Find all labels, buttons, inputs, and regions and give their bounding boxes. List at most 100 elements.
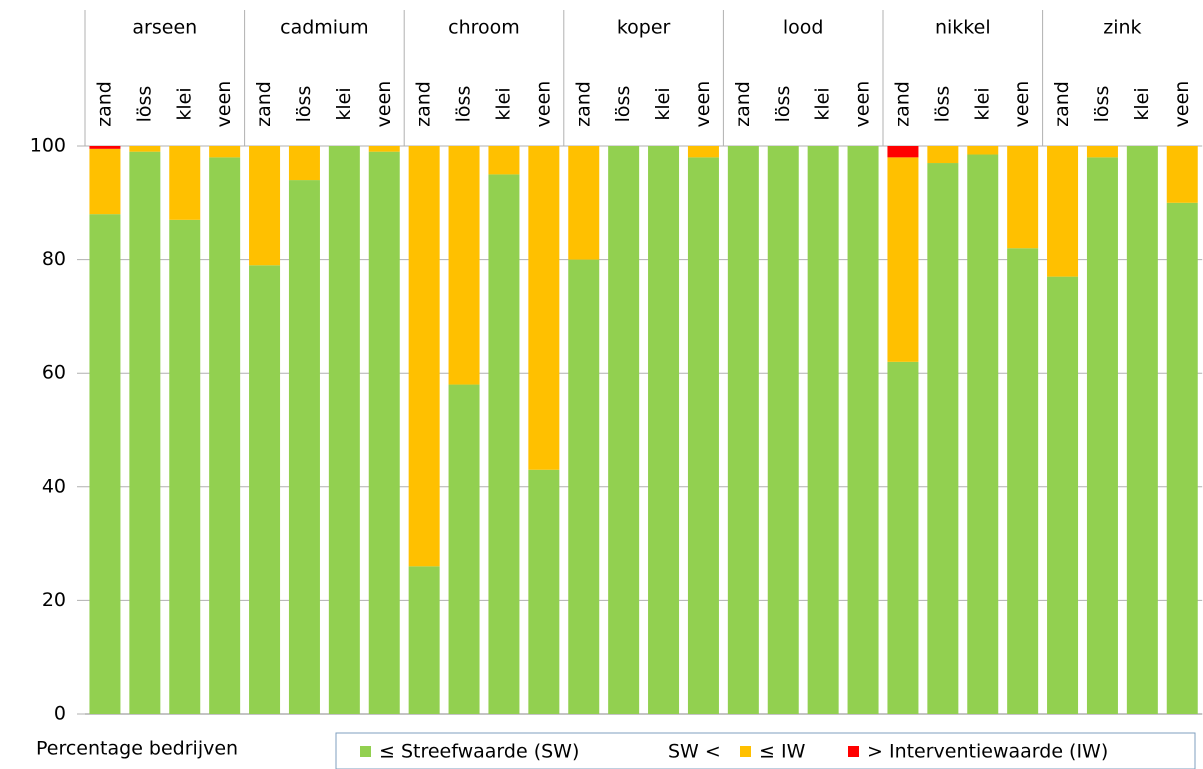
legend-swatch: [848, 746, 859, 757]
x-tick-label: veen: [373, 81, 395, 128]
group-label: cadmium: [280, 17, 369, 39]
bar-segment: [887, 361, 919, 714]
bar-segment: [408, 566, 440, 714]
bar-segment: [1086, 157, 1118, 715]
x-tick-label: klei: [173, 87, 195, 120]
bar-segment: [89, 214, 121, 714]
bar-segment: [169, 219, 201, 714]
x-tick-label: veen: [1011, 81, 1033, 128]
bar-segment: [847, 146, 879, 714]
bar-segment: [448, 384, 480, 714]
x-tick-label: löss: [772, 86, 794, 123]
x-tick-label: klei: [812, 87, 834, 120]
bar-segment: [568, 146, 600, 260]
group-label: lood: [783, 17, 824, 39]
bar-segment: [169, 146, 201, 220]
legend-label: > Interventiewaarde (IW): [867, 741, 1108, 763]
x-tick-label: zand: [1051, 81, 1073, 127]
legend-label: ≤ IW: [759, 741, 806, 763]
bar-segment: [408, 146, 440, 567]
y-tick-label: 0: [54, 703, 66, 725]
legend-label: ≤ Streefwaarde (SW): [379, 741, 579, 763]
bar-segment: [1007, 248, 1039, 715]
bar-segment: [1166, 202, 1198, 715]
bar-segment: [1007, 146, 1039, 249]
x-tick-label: löss: [612, 86, 634, 123]
x-tick-label: zand: [891, 81, 913, 127]
legend-swatch: [740, 746, 751, 757]
x-tick-label: zand: [93, 81, 115, 127]
x-tick-label: klei: [971, 87, 993, 120]
bar-segment: [807, 146, 839, 714]
bar-segment: [1086, 146, 1118, 158]
bar-segment: [568, 259, 600, 714]
bar-segment: [687, 157, 719, 715]
x-tick-label: veen: [852, 81, 874, 128]
bar-segment: [528, 469, 560, 714]
bar-segment: [368, 151, 400, 714]
legend-swatch: [360, 746, 371, 757]
x-tick-label: löss: [1091, 86, 1113, 123]
bar-segment: [1047, 276, 1079, 714]
x-tick-label: klei: [492, 87, 514, 120]
x-tick-label: veen: [692, 81, 714, 128]
bar-segment: [927, 146, 959, 164]
legend-box: [335, 732, 1196, 769]
bar-segment: [288, 180, 320, 714]
x-tick-label: löss: [133, 86, 155, 123]
bar-segment: [129, 151, 161, 714]
y-tick-label: 60: [42, 362, 66, 384]
bar-segment: [89, 148, 121, 215]
bar-segment: [89, 146, 121, 149]
bar-segment: [887, 157, 919, 362]
x-tick-label: klei: [652, 87, 674, 120]
x-tick-label: löss: [293, 86, 315, 123]
x-tick-label: veen: [1171, 81, 1193, 128]
bar-segment: [249, 146, 281, 266]
y-axis-label: Percentage bedrijven: [36, 738, 238, 760]
bar-segment: [209, 146, 241, 158]
bar-segment: [288, 146, 320, 181]
bar-segment: [1126, 146, 1158, 714]
bar-segment: [129, 146, 161, 152]
bar-segment: [1047, 146, 1079, 277]
bar-segment: [528, 146, 560, 470]
x-tick-label: veen: [213, 81, 235, 128]
x-tick-label: veen: [532, 81, 554, 128]
group-label: chroom: [448, 17, 520, 39]
bar-segment: [1166, 146, 1198, 203]
y-tick-label: 80: [42, 248, 66, 270]
bar-segment: [249, 265, 281, 714]
group-label: nikkel: [935, 17, 991, 39]
bar-segment: [488, 146, 520, 175]
bar-segment: [368, 146, 400, 152]
x-tick-label: löss: [453, 86, 475, 123]
x-tick-label: zand: [732, 81, 754, 127]
bar-segment: [687, 146, 719, 158]
bar-segment: [767, 146, 799, 714]
bar-segment: [448, 146, 480, 385]
group-label: arseen: [132, 17, 197, 39]
bar-segment: [209, 157, 241, 715]
x-tick-label: löss: [931, 86, 953, 123]
x-tick-label: zand: [253, 81, 275, 127]
y-tick-label: 100: [30, 135, 66, 157]
y-tick-label: 40: [42, 475, 66, 497]
group-label: koper: [617, 17, 671, 39]
bar-segment: [488, 174, 520, 714]
bar-segment: [328, 146, 360, 714]
x-tick-label: klei: [333, 87, 355, 120]
bar-segment: [727, 146, 759, 714]
group-label: zink: [1103, 17, 1141, 39]
bar-segment: [648, 146, 680, 714]
x-tick-label: klei: [1131, 87, 1153, 120]
bar-segment: [967, 146, 999, 155]
x-tick-label: zand: [413, 81, 435, 127]
y-tick-label: 20: [42, 589, 66, 611]
bar-segment: [887, 146, 919, 158]
bar-segment: [608, 146, 640, 714]
bar-segment: [927, 163, 959, 715]
legend-prefix: SW <: [668, 741, 721, 763]
